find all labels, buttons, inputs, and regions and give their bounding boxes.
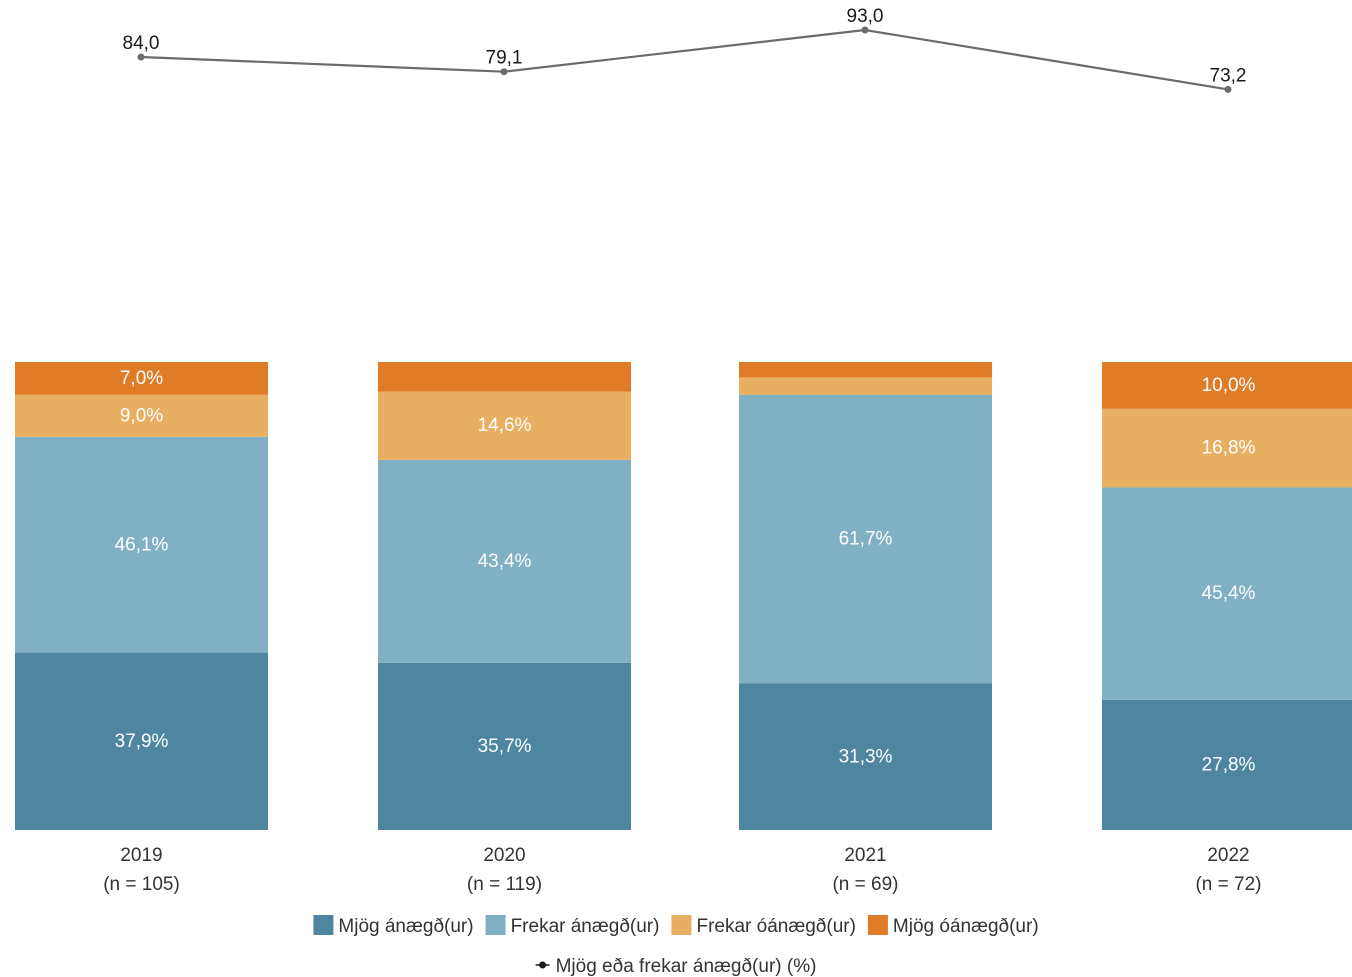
bar-segment-2019-s0 bbox=[15, 652, 268, 830]
legend-item-s2: Frekar óánægð(ur) bbox=[671, 915, 856, 937]
line-series bbox=[140, 28, 1229, 91]
data-label-2020-s2: 14,6% bbox=[478, 415, 532, 436]
line-point-2022 bbox=[1224, 85, 1232, 93]
legend-row-bars: Mjög ánægð(ur) Frekar ánægð(ur) Frekar óán… bbox=[313, 915, 1039, 937]
bar-group-2022: 27,8% 45,4% 16,8% 10,0% bbox=[1102, 362, 1352, 830]
data-label-2021-s0: 31,3% bbox=[839, 746, 893, 767]
category-label-2021: 2021 bbox=[844, 845, 886, 866]
data-label-2020-s1: 43,4% bbox=[478, 551, 532, 572]
bar-segment-2021-s3 bbox=[739, 362, 992, 378]
bar-segment-2021-s1 bbox=[739, 394, 992, 684]
legend-swatch-s2 bbox=[671, 915, 692, 935]
line-point-2021 bbox=[861, 26, 869, 34]
bar-segment-2020-s1 bbox=[378, 459, 631, 663]
legend-row-line: Mjög eða frekar ánægð(ur) (%) bbox=[535, 956, 817, 977]
data-label-2022-s1: 45,4% bbox=[1202, 583, 1256, 604]
data-label-2022-s2: 16,8% bbox=[1202, 438, 1256, 459]
bar-segment-2022-s2 bbox=[1102, 408, 1352, 488]
line-point-2019 bbox=[137, 53, 145, 61]
legend-label-s0: Mjög ánægð(ur) bbox=[338, 916, 473, 937]
legend-item-s3: Mjög óánægð(ur) bbox=[867, 915, 1039, 937]
legend-swatch-s3 bbox=[867, 915, 888, 935]
data-label-2020-s0: 35,7% bbox=[478, 736, 532, 757]
bar-segment-2022-s0 bbox=[1102, 699, 1352, 830]
bar-segment-2020-s3 bbox=[378, 362, 631, 392]
line-label-2019: 84,0 bbox=[123, 33, 160, 54]
category-axis: 2019 (n = 105) 2020 (n = 119) 2021 (n = 69) 20… bbox=[103, 845, 1261, 895]
bars-layer: 37,9% 46,1% 9,0% 7,0% 35,7% 43,4% 14,6% 31,3% 61… bbox=[15, 362, 1352, 830]
bar-segment-2021-s0 bbox=[739, 683, 992, 830]
legend-swatch-s1 bbox=[485, 915, 506, 935]
data-label-2022-s0: 27,8% bbox=[1202, 754, 1256, 775]
legend-label-s3: Mjög óánægð(ur) bbox=[893, 916, 1039, 937]
category-label-2022: 2022 bbox=[1207, 845, 1249, 866]
legend-item-s0: Mjög ánægð(ur) bbox=[313, 915, 474, 937]
bar-segment-2019-s1 bbox=[15, 436, 268, 653]
bar-group-2021: 31,3% 61,7% bbox=[739, 362, 992, 830]
bar-segment-2021-s2 bbox=[739, 377, 992, 395]
bar-segment-2019-s3 bbox=[15, 362, 268, 395]
legend: Mjög ánægð(ur) Frekar ánægð(ur) Frekar óán… bbox=[313, 915, 1039, 977]
category-note-2022: (n = 72) bbox=[1195, 874, 1261, 895]
line-point-2020 bbox=[500, 68, 508, 76]
data-label-2019-s3: 7,0% bbox=[120, 368, 163, 389]
line-label-2021: 93,0 bbox=[847, 6, 884, 27]
bar-segment-2020-s2 bbox=[378, 391, 631, 460]
category-label-2019: 2019 bbox=[120, 845, 162, 866]
legend-label-line: Mjög eða frekar ánægð(ur) (%) bbox=[556, 956, 817, 977]
category-note-2020: (n = 119) bbox=[467, 874, 542, 895]
data-label-2021-s1: 61,7% bbox=[839, 529, 893, 550]
legend-swatch-s0 bbox=[313, 915, 334, 935]
category-label-2020: 2020 bbox=[483, 845, 525, 866]
category-note-2019: (n = 105) bbox=[103, 874, 180, 895]
line-label-2022: 73,2 bbox=[1210, 65, 1247, 86]
data-label-2019-s0: 37,9% bbox=[115, 731, 169, 752]
line-label-2020: 79,1 bbox=[486, 48, 523, 69]
bar-segment-2020-s0 bbox=[378, 662, 631, 830]
bar-group-2020: 35,7% 43,4% 14,6% bbox=[378, 362, 631, 830]
bar-segment-2022-s3 bbox=[1102, 362, 1352, 409]
legend-line-marker bbox=[539, 961, 547, 969]
data-label-2019-s2: 9,0% bbox=[120, 405, 163, 426]
legend-item-s1: Frekar ánægð(ur) bbox=[485, 915, 660, 937]
legend-label-s2: Frekar óánægð(ur) bbox=[696, 916, 855, 937]
bar-group-2019: 37,9% 46,1% 9,0% 7,0% bbox=[15, 362, 268, 830]
legend-label-s1: Frekar ánægð(ur) bbox=[511, 916, 660, 937]
data-label-2022-s3: 10,0% bbox=[1202, 375, 1256, 396]
line-layer: 84,0 79,1 93,0 73,2 bbox=[123, 6, 1247, 93]
category-note-2021: (n = 69) bbox=[832, 874, 898, 895]
bar-segment-2022-s1 bbox=[1102, 487, 1352, 700]
bar-segment-2019-s2 bbox=[15, 394, 268, 437]
data-label-2019-s1: 46,1% bbox=[115, 534, 169, 555]
